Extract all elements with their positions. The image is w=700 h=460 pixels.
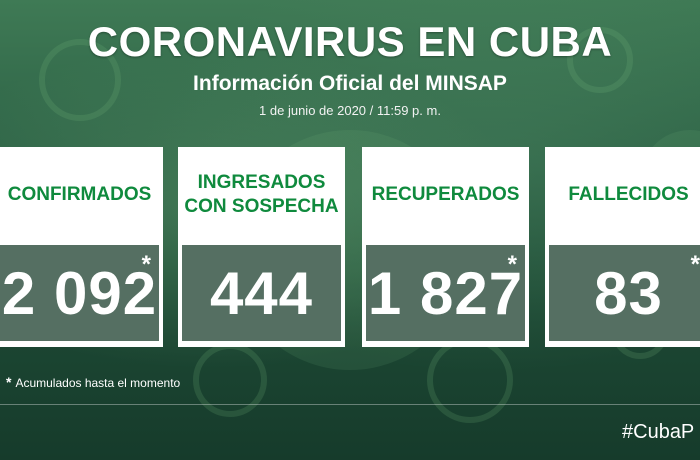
report-date: 1 de junio de 2020 / 11:59 p. m. [259,103,441,118]
page-subtitle: Información Oficial del MINSAP [193,72,507,95]
asterisk-mark: * [141,251,151,278]
card-value: 83 [594,259,663,327]
card-value: 2 092 [1,259,158,327]
hashtag: #CubaP [622,421,695,443]
card-value-box: 2 092 * [0,245,159,341]
footnote-asterisk: * [6,374,12,390]
card-value-box: 1 827 * [366,245,525,341]
divider [0,404,700,405]
asterisk-mark: * [690,251,700,278]
page-title: CORONAVIRUS EN CUBA [87,18,613,65]
asterisk-mark: * [507,251,517,278]
card-label: RECUPERADOS [371,184,520,205]
card-confirmados: CONFIRMADOS 2 092 * [0,147,163,347]
card-value-box: 83 * [549,245,700,341]
card-fallecidos: FALLECIDOS 83 * [545,147,700,347]
card-value-box: 444 [182,245,341,341]
card-label: CONFIRMADOS [7,184,152,205]
footnote: * Acumulados hasta el momento [6,374,180,390]
card-label: FALLECIDOS [568,184,689,205]
card-value: 444 [209,259,314,327]
card-recuperados: RECUPERADOS 1 827 * [362,147,529,347]
card-ingresados-con-sospecha: INGRESADOS CON SOSPECHA 444 [178,147,345,347]
footnote-text: Acumulados hasta el momento [15,376,181,390]
card-label: INGRESADOS CON SOSPECHA [184,172,339,217]
card-value: 1 827 [367,259,524,327]
